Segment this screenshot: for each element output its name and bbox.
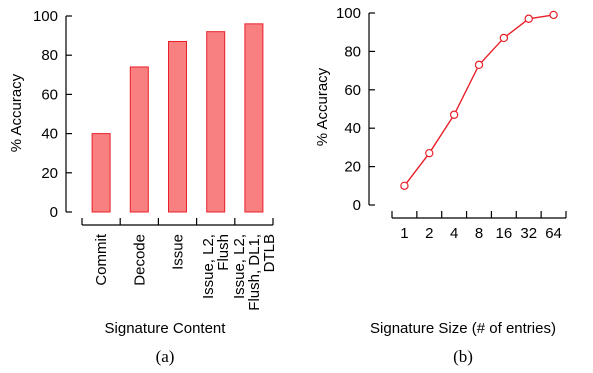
x-tick-label-b: 1 bbox=[400, 225, 408, 242]
y-tick-label-b: 100 bbox=[336, 5, 361, 22]
data-point bbox=[400, 181, 409, 190]
data-point bbox=[524, 14, 533, 23]
data-point bbox=[425, 148, 434, 158]
x-tick-label-a: Issue, L2, bbox=[231, 234, 248, 299]
y-tick-label-b: 0 bbox=[353, 197, 361, 214]
y-tick-label-b: 40 bbox=[344, 120, 361, 137]
data-point bbox=[474, 60, 484, 70]
bar bbox=[244, 23, 264, 213]
bar bbox=[168, 40, 187, 213]
series-b bbox=[400, 10, 558, 190]
x-tick-label-b: 64 bbox=[545, 225, 562, 242]
x-tick-label-a: DTLB bbox=[261, 234, 278, 272]
data-point bbox=[499, 33, 509, 43]
y-tick-label-a: 60 bbox=[41, 86, 58, 103]
x-tick-label-a: Commit bbox=[93, 233, 110, 285]
bar bbox=[129, 66, 149, 213]
y-tick-label-a: 80 bbox=[41, 47, 58, 64]
y-axis-a: 0 20 40 60 80 100 bbox=[33, 8, 72, 221]
series-line bbox=[403, 14, 554, 187]
bar bbox=[206, 31, 226, 213]
caption-a: (a) bbox=[156, 347, 175, 366]
x-tick-label-a: Flush, DL1, bbox=[246, 234, 263, 311]
data-point bbox=[549, 10, 558, 20]
x-tick-label-a: Decode bbox=[131, 234, 148, 286]
data-point bbox=[449, 110, 459, 119]
y-tick-label-b: 20 bbox=[344, 159, 361, 176]
x-axis-a bbox=[81, 218, 274, 226]
y-tick-label-b: 80 bbox=[344, 43, 361, 60]
y-axis-title-b: % Accuracy bbox=[314, 67, 331, 146]
x-tick-label-a: Issue bbox=[170, 234, 187, 270]
caption-b: (b) bbox=[453, 347, 473, 366]
y-tick-label-a: 40 bbox=[41, 126, 58, 143]
x-tick-label-b: 32 bbox=[520, 225, 537, 242]
y-axis-b: 0 20 40 60 80 100 bbox=[336, 5, 375, 214]
x-tick-label-a: Issue, L2, bbox=[200, 234, 217, 299]
bars-a bbox=[91, 23, 264, 213]
x-tick-label-b: 8 bbox=[475, 225, 483, 242]
bar-chart-a: 0 20 40 60 80 100 Commit Decode Issue Issue, L2,… bbox=[8, 8, 278, 366]
x-axis-b: 1 2 4 8 16 32 64 bbox=[391, 211, 567, 242]
x-tick-label-b: 2 bbox=[425, 225, 433, 242]
y-axis-title-a: % Accuracy bbox=[8, 73, 25, 152]
x-axis-title-a: Signature Content bbox=[105, 320, 227, 337]
y-tick-label-b: 60 bbox=[344, 82, 361, 99]
line-chart-b: 0 20 40 60 80 100 1 2 4 8 16 32 64 % Accuracy Signa… bbox=[314, 5, 567, 366]
y-tick-label-a: 20 bbox=[41, 165, 58, 182]
y-tick-label-a: 0 bbox=[50, 204, 58, 221]
x-tick-label-b: 4 bbox=[450, 225, 458, 242]
x-tick-label-a: Flush bbox=[215, 234, 232, 271]
y-tick-label-a: 100 bbox=[33, 8, 58, 25]
x-axis-title-b: Signature Size (# of entries) bbox=[370, 320, 556, 337]
bar bbox=[91, 133, 111, 213]
x-tick-label-b: 16 bbox=[496, 225, 513, 242]
